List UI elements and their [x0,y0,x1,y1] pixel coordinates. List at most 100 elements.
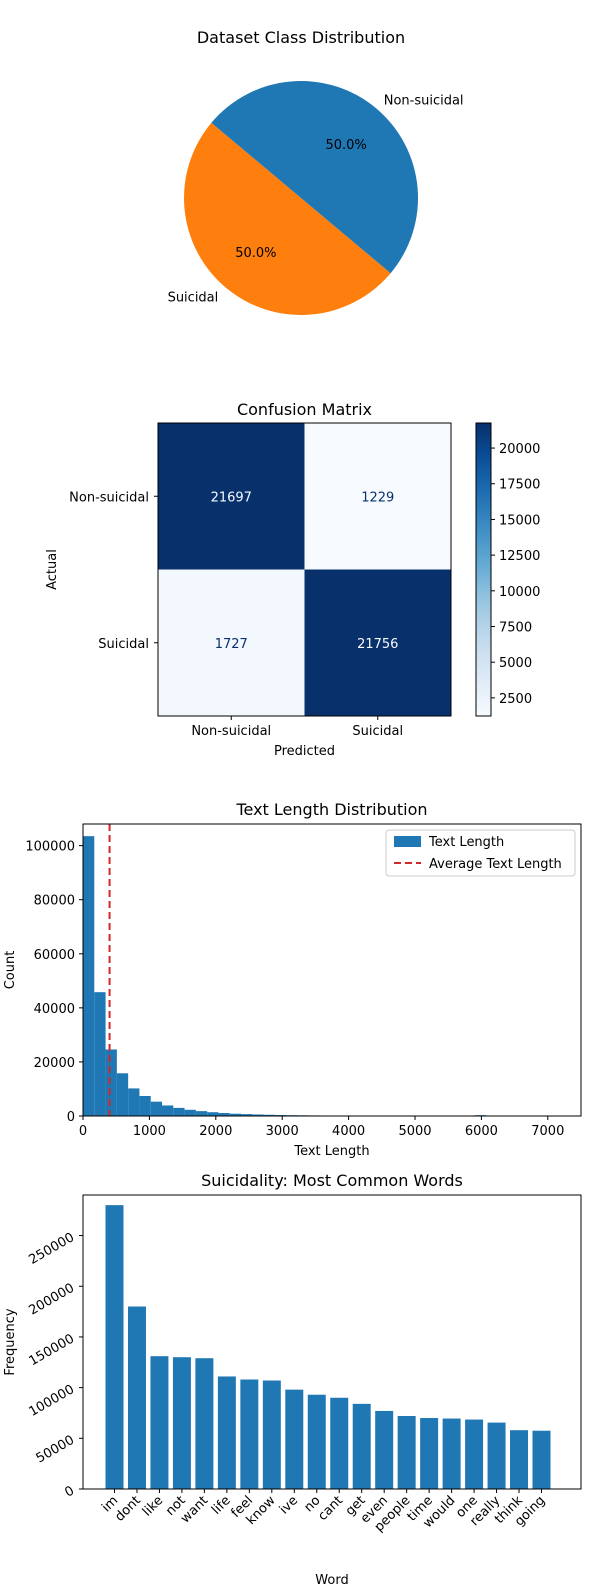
hist-bar [252,1114,264,1116]
bar [420,1418,439,1489]
hist-frame [82,823,582,1117]
pie-chart: Dataset Class Distribution 50.0% Suicidal 5… [168,28,464,315]
cm-cell [304,569,451,716]
text-length-histogram: Text Length Distribution 0 1000 2000 3000 400… [3,800,582,1159]
bar [307,1394,326,1489]
bar [285,1389,304,1489]
cm-y-tick-label: Non-suicidal [69,490,149,505]
cm-y-tick-label: Suicidal [98,637,149,652]
bar-y-axis-label: Frequency [3,1308,18,1375]
pie-slice-label: Non-suicidal [384,93,464,108]
pie-slice-label: Suicidal [168,291,219,306]
bar-x-tick-label: like [140,1493,166,1519]
cm-colorbar-tick-label: 5000 [499,656,532,671]
hist-bar [139,1095,151,1116]
bar-y-tick-label: 250000 [27,1230,77,1268]
cm-x-axis-label: Predicted [274,744,335,759]
bar [195,1358,214,1489]
cm-x-tick-label: Suicidal [352,724,403,739]
bar [150,1356,169,1489]
cm-colorbar-tick-label: 10000 [499,585,540,600]
cm-colorbar-tick-label: 17500 [499,478,540,493]
hist-bar [162,1105,174,1116]
bar-frame [82,1194,582,1490]
bar [397,1416,416,1489]
bar-y-tick-label: 150000 [27,1331,77,1369]
common-words-bar-chart: Suicidality: Most Common Wordsimdontlike… [3,1171,582,1588]
hist-x-tick-label: 5000 [398,1124,431,1139]
bar [532,1430,551,1489]
hist-x-axis-label: Text Length [293,1144,369,1159]
hist-x-tick-label: 3000 [266,1124,299,1139]
hist-bar [229,1113,242,1116]
hist-x-tick-label: 2000 [199,1124,232,1139]
hist-y-axis-label: Count [3,951,18,990]
bar-y-tick-label: 200000 [27,1281,77,1319]
bar [352,1403,371,1489]
bar [330,1397,349,1489]
hist-x-tick-label: 6000 [465,1124,498,1139]
cm-title: Confusion Matrix [237,400,372,419]
bar [240,1379,259,1489]
hist-legend-box [385,829,576,877]
pie-pct-label: 50.0% [325,138,366,153]
cm-colorbar-tick-label: 2500 [499,692,532,707]
bar [487,1422,506,1489]
cm-cell-value: 1229 [361,490,394,505]
hist-bar [105,1049,117,1116]
cm-cell [304,423,451,570]
pie-pct-label: 50.0% [235,246,276,261]
hist-y-tick-label: 20000 [34,1056,75,1071]
hist-bar [207,1112,219,1116]
bar-x-tick-label: ive [277,1493,301,1517]
hist-bar [128,1088,140,1116]
bar [375,1410,394,1489]
cm-cell-value: 21756 [357,637,398,652]
hist-bar [83,836,95,1116]
hist-x-tick-label: 7000 [531,1124,564,1139]
cm-colorbar-tick-label: 12500 [499,549,540,564]
bar-y-tick-label: 0 [62,1483,77,1500]
cm-cell-value: 21697 [211,490,252,505]
cm-colorbar-tick-label: 15000 [499,513,540,528]
hist-bar [94,992,106,1116]
hist-title: Text Length Distribution [235,800,427,819]
cm-cell-value: 1727 [215,637,248,652]
bar [172,1357,191,1489]
pie-slice [184,122,391,315]
cm-colorbar [475,422,492,717]
bar-title: Suicidality: Most Common Words [201,1171,463,1190]
hist-bar [184,1109,196,1116]
hist-x-tick-label: 0 [79,1124,87,1139]
hist-bar [150,1101,163,1116]
hist-legend-label: Text Length [428,835,504,850]
bar [465,1419,484,1489]
hist-bar [263,1114,275,1116]
cm-frame [157,422,452,717]
bar-y-tick-label: 50000 [34,1433,77,1467]
hist-bar [195,1111,208,1116]
bar [217,1376,236,1489]
bar-x-tick-label: cant [315,1493,346,1524]
cm-colorbar-tick-label: 20000 [499,442,540,457]
hist-bar [116,1073,129,1116]
bar [105,1205,124,1489]
hist-y-tick-label: 60000 [34,948,75,963]
cm-cell [158,569,305,716]
hist-x-tick-label: 4000 [332,1124,365,1139]
hist-bar [241,1114,253,1116]
hist-y-tick-label: 80000 [34,894,75,909]
pie-title: Dataset Class Distribution [197,28,405,47]
hist-y-tick-label: 0 [67,1110,75,1125]
cm-x-tick-label: Non-suicidal [191,724,271,739]
hist-legend-swatch-bar [394,836,421,847]
bar [510,1430,529,1489]
bar [262,1380,281,1489]
hist-bar [274,1114,287,1116]
hist-bar [218,1113,230,1116]
cm-cell [158,423,305,570]
hist-legend-label: Average Text Length [429,857,562,872]
bar [442,1418,461,1489]
cm-y-axis-label: Actual [45,549,60,590]
